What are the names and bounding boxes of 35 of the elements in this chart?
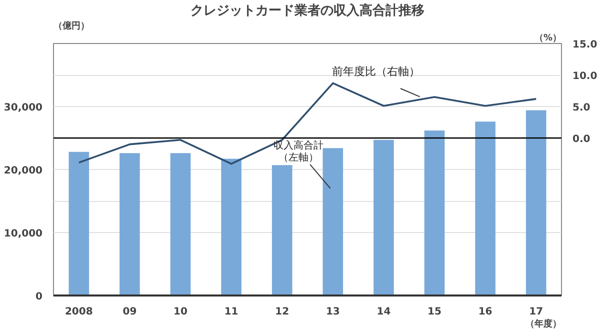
bar: [322, 148, 344, 296]
bar: [170, 153, 191, 296]
y-axis-title: （億円）: [54, 20, 90, 32]
y2-tick-label: 0.0: [572, 134, 590, 145]
y2-axis-title: （%）: [534, 34, 562, 44]
y2-tick-label: 10.0: [572, 71, 598, 82]
bar: [221, 158, 242, 296]
y-tick-label: 20,000: [4, 166, 43, 176]
x-tick-label: 17: [529, 306, 544, 318]
bar: [526, 110, 546, 296]
y-tick-label: 0: [36, 292, 43, 302]
x-tick-label: 15: [428, 306, 442, 318]
line-series: [78, 82, 537, 165]
x-tick-label: 11: [224, 306, 238, 318]
y2-tick-label: 5.0: [572, 102, 590, 114]
series-label: 収入高合計（左軸）: [273, 139, 324, 164]
x-tick-label: 12: [275, 306, 290, 318]
y-tick-label: 30,000: [4, 102, 43, 114]
y-tick-label: 10,000: [4, 228, 43, 240]
bar: [374, 140, 394, 296]
chart-title: クレジットカード業者の収入高合計推移: [190, 2, 424, 18]
x-tick-label: 10: [174, 306, 188, 318]
bar: [475, 122, 496, 296]
x-tick-label: 14: [376, 306, 391, 318]
y2-tick-label: 15.0: [572, 40, 598, 50]
x-tick-label: 2008: [64, 306, 93, 318]
bar: [68, 152, 90, 296]
x-tick-label: 09: [122, 306, 137, 318]
bar: [120, 153, 140, 296]
x-tick-label: 16: [478, 306, 492, 318]
bar: [272, 165, 292, 296]
series-label: 前年度比（右軸）: [332, 64, 420, 78]
x-axis-title: （年度）: [526, 318, 562, 329]
x-tick-label: 13: [326, 306, 340, 318]
bar: [424, 130, 445, 296]
